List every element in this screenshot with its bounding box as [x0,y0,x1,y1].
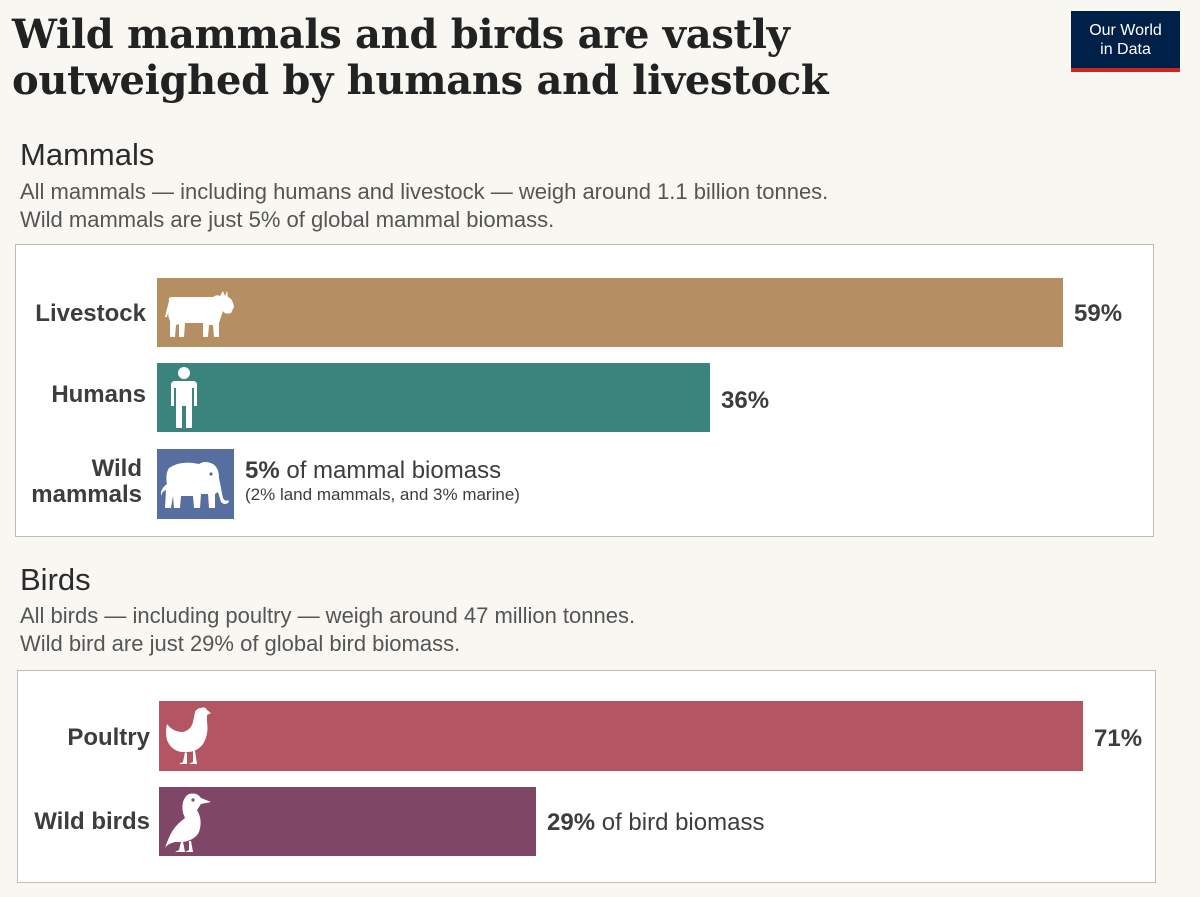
owid-logo: Our World in Data [1071,11,1180,72]
tick-label-wild-birds: Wild birds [34,808,150,835]
birds-subtitle-2: Wild bird are just 29% of global bird bi… [20,631,461,656]
value-label-wild-mammals: 5% of mammal biomass [245,457,502,484]
birds-chart-panel: Poultry 71% Wild birds 29% of bird bioma… [17,670,1156,883]
bird-icon [165,793,211,852]
logo-line-2: in Data [1100,40,1151,58]
birds-heading: Birds [20,562,91,597]
chicken-icon [166,707,211,764]
person-icon [171,366,197,428]
value-label-humans: 36% [721,387,770,414]
elephant-icon [161,462,229,508]
tick-label-poultry: Poultry [67,724,150,751]
tick-label-wild-mammals: Wild mammals [31,455,142,508]
wild-mammals-note: (2% land mammals, and 3% marine) [245,485,520,504]
logo-line-1: Our World [1089,21,1162,39]
value-label-poultry: 71% [1094,725,1143,752]
tick-label-humans: Humans [51,381,146,408]
mammals-heading: Mammals [20,137,155,172]
page-title: Wild mammals and birds are vastly outwei… [12,11,829,104]
bar-livestock [157,278,1063,347]
bar-wild-mammals [157,449,234,519]
cow-icon [165,290,234,337]
mammals-subtitle-1: All mammals — including humans and lives… [20,179,829,204]
mammals-chart-panel: Livestock 59% Humans 36% Wild mammals 5%… [15,244,1154,537]
value-label-wild-birds: 29% of bird biomass [547,809,765,836]
bar-poultry [159,701,1083,771]
mammals-subtitle-2: Wild mammals are just 5% of global mamma… [20,207,555,232]
tick-label-livestock: Livestock [35,300,146,327]
birds-subtitle-1: All birds — including poultry — weigh ar… [20,603,636,628]
bar-humans [157,363,710,432]
value-label-livestock: 59% [1074,300,1123,327]
bar-wild-birds [159,787,536,856]
